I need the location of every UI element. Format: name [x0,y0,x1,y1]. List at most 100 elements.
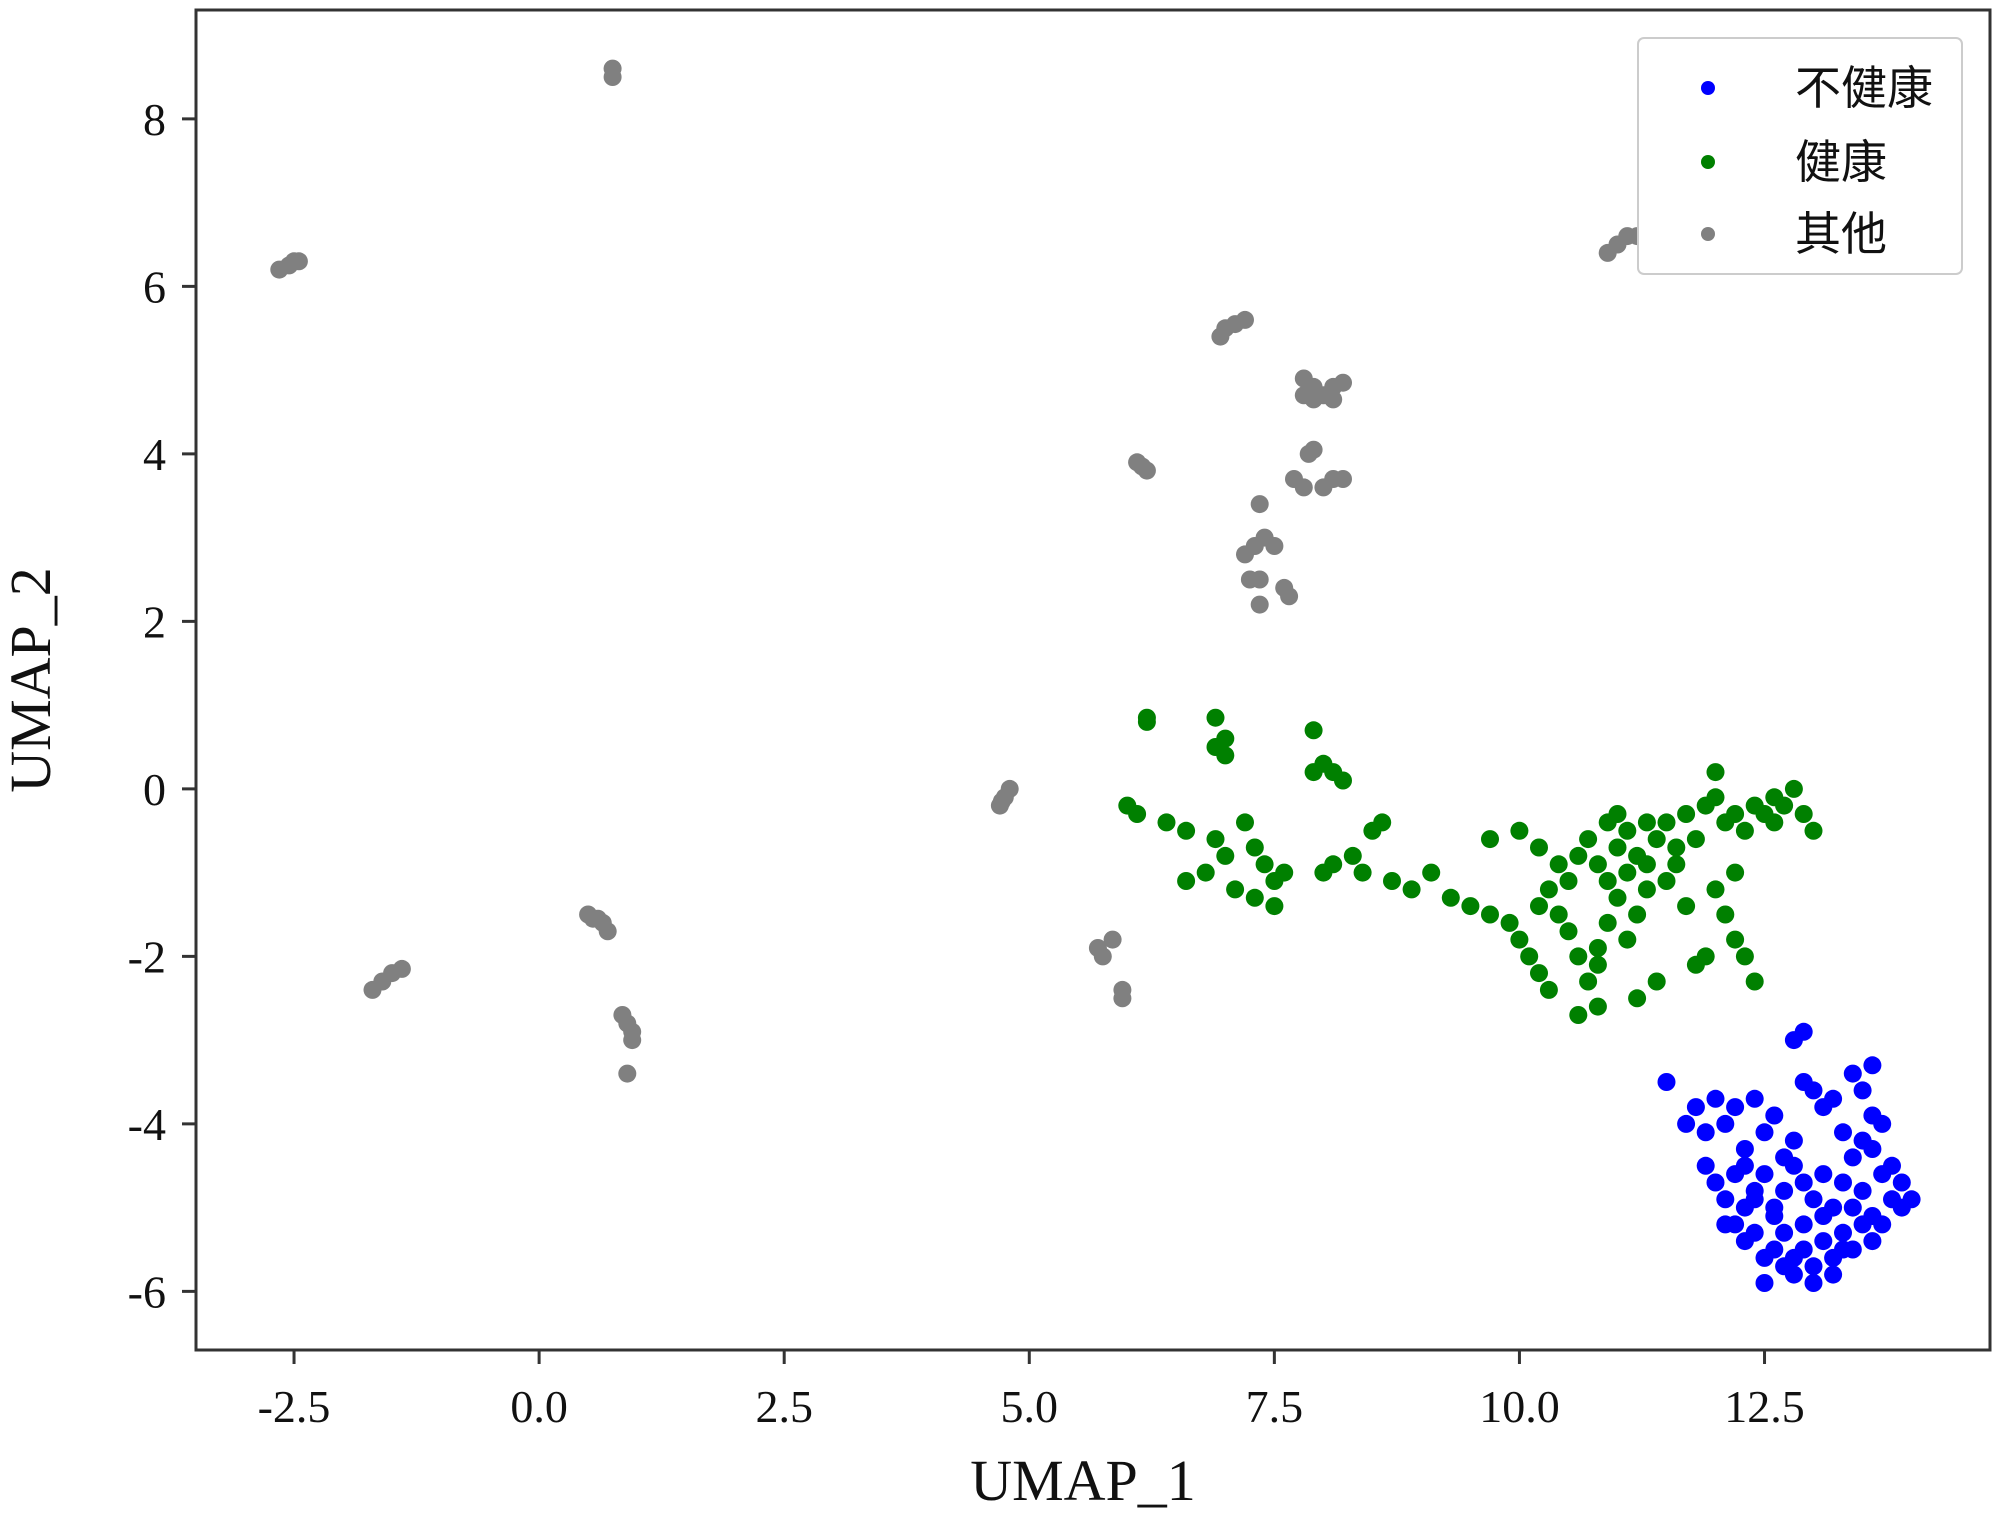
data-point [1735,1140,1754,1158]
data-point [1775,1257,1794,1276]
data-point [1539,880,1558,899]
data-point [1716,1114,1735,1133]
points-layer [270,59,1921,1292]
data-point [1804,1081,1823,1100]
data-point [1177,821,1196,840]
data-point [1726,863,1745,882]
data-point [1814,1165,1833,1184]
data-point [1794,1215,1813,1234]
data-point [1834,1173,1852,1192]
legend-marker-unhealthy [1701,81,1715,95]
x-tick-label: 2.5 [755,1381,813,1432]
data-point [1657,872,1676,890]
data-point [1804,1190,1823,1209]
data-point [1093,947,1112,966]
data-point [1677,1114,1696,1133]
data-point [1657,813,1676,832]
data-point [1794,1173,1813,1192]
data-point [1236,545,1254,564]
data-point [1103,930,1122,949]
data-point [1530,964,1548,983]
data-point [1873,1114,1892,1133]
data-point [1735,821,1754,840]
data-point [1814,1207,1833,1225]
data-point [1618,821,1637,840]
data-point [1137,461,1156,480]
data-point [1588,855,1607,874]
data-point [1588,955,1607,974]
data-point [1588,997,1607,1016]
data-point [1843,1064,1862,1083]
data-point [1765,1106,1784,1125]
data-point [603,68,622,86]
data-point [1853,1081,1872,1100]
data-point [1745,972,1764,991]
data-point [1804,821,1823,840]
data-point [1667,855,1686,874]
data-point [1706,763,1725,782]
data-point [1843,1198,1862,1217]
data-point [1794,805,1813,823]
data-point [1559,922,1578,941]
data-point [1569,1006,1588,1024]
y-tick-label: 8 [143,94,166,145]
data-point [1211,327,1230,346]
legend-box [1637,37,1963,275]
legend-label-healthy: 健康 [1795,135,1887,189]
data-point [1226,880,1245,899]
x-tick-label: 12.5 [1724,1381,1805,1432]
data-point [1677,897,1696,916]
data-point [1608,888,1627,907]
data-point [1236,310,1254,329]
data-point [1157,813,1176,832]
data-point [1745,1223,1764,1242]
data-point [1304,440,1323,459]
data-point [1280,587,1299,606]
data-point [1422,863,1441,882]
data-point [1530,897,1548,916]
data-point [1892,1198,1911,1217]
data-point [1334,771,1352,790]
data-point [1294,478,1313,497]
data-point [1765,1198,1784,1217]
data-point [1206,830,1225,849]
data-point [1265,872,1284,890]
data-point [1755,1274,1774,1292]
data-point [1834,1223,1852,1242]
data-point [1755,1165,1774,1184]
legend: 不健康 健康 其他 [1637,37,1963,275]
data-point [1177,872,1196,890]
data-point [1598,872,1617,890]
data-point [1530,838,1548,857]
data-point [1579,972,1598,991]
data-point [1128,805,1147,823]
data-point [1794,1022,1813,1041]
data-point [1137,712,1156,731]
y-tick-label: -2 [128,931,166,982]
data-point [623,1031,642,1050]
data-point [1775,1223,1794,1242]
legend-label-other: 其他 [1795,207,1887,261]
x-tick-label: 10.0 [1479,1381,1560,1432]
data-point [1598,913,1617,932]
data-point [1824,1089,1843,1108]
y-tick-label: -6 [128,1266,166,1317]
data-point [1334,373,1352,392]
data-point [1569,846,1588,865]
data-point [1745,1089,1764,1108]
data-point [1608,838,1627,857]
data-point [1196,863,1215,882]
data-point [1402,880,1421,899]
data-point [1461,897,1480,916]
data-point [1667,838,1686,857]
data-point [1245,888,1264,907]
data-point [1343,846,1362,865]
data-point [1853,1181,1872,1200]
data-point [1637,880,1656,899]
data-point [618,1064,637,1083]
data-point [1804,1257,1823,1276]
data-point [1324,855,1343,874]
data-point [1304,721,1323,740]
data-point [1696,1156,1715,1175]
